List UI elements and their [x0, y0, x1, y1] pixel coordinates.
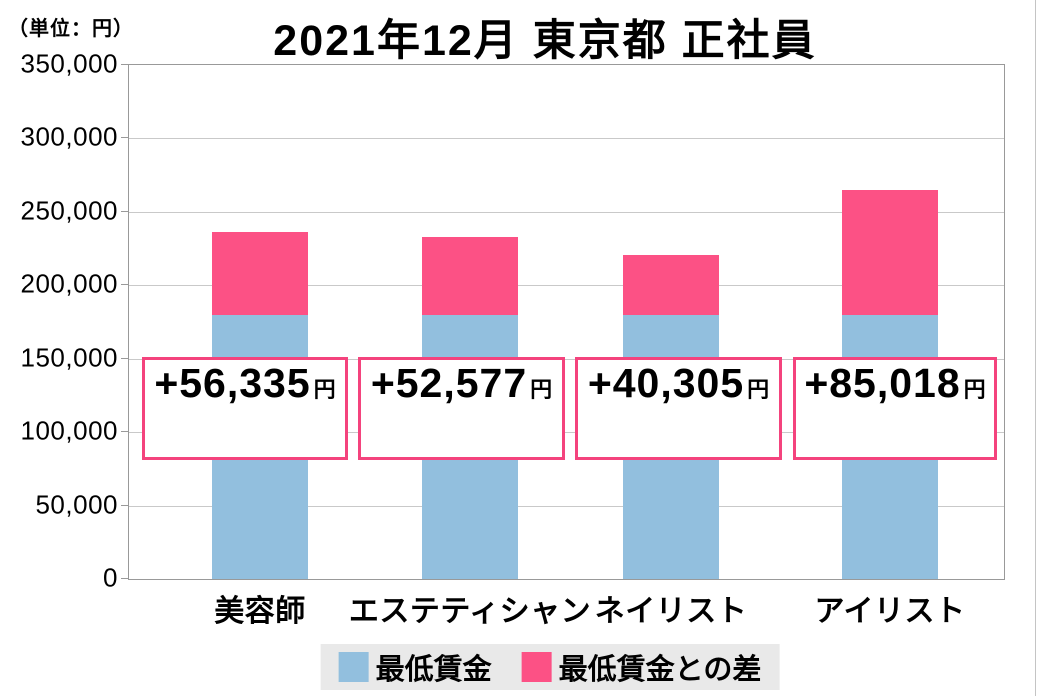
- y-tick-mark: [121, 210, 128, 212]
- legend-item-1: 最低賃金: [338, 646, 492, 688]
- y-tick-mark: [121, 284, 128, 286]
- value-unit: 円: [530, 377, 553, 402]
- value-amount: +52,577: [370, 360, 528, 406]
- unit-label: （単位：円）: [8, 18, 134, 40]
- y-tick-mark: [121, 64, 128, 65]
- chart-title: 2021年12月 東京都 正社員: [273, 17, 817, 65]
- y-tick-mark: [121, 431, 128, 433]
- legend-swatch: [521, 652, 552, 682]
- value-label-box-4: +85,018 円: [793, 357, 997, 460]
- x-axis: 美容師 エステティシャン ネイリスト アイリスト: [128, 586, 1005, 630]
- value-label-box-3: +40,305 円: [575, 357, 782, 460]
- gridline-300000: [129, 138, 1004, 140]
- category-label-3: ネイリスト: [594, 595, 748, 628]
- legend: 最低賃金 最低賃金との差: [320, 644, 780, 690]
- bar-difference-1: [212, 231, 308, 315]
- gridline-150000: [129, 358, 1004, 360]
- value-unit: 円: [313, 377, 336, 402]
- gridline-250000: [129, 211, 1004, 213]
- bar-difference-2: [422, 237, 518, 315]
- value-label-box-2: +52,577 円: [358, 357, 565, 460]
- plot-area: +56,335 円 +52,577 円 +40,305 円 +85,018 円: [128, 64, 1005, 580]
- gridline-200000: [129, 285, 1004, 287]
- y-tick-label: 150,000: [20, 342, 118, 373]
- value-amount: +85,018: [804, 360, 961, 406]
- y-tick-label: 0: [103, 562, 118, 593]
- y-tick-label: 300,000: [20, 121, 118, 152]
- value-unit: 円: [963, 377, 986, 402]
- y-tick-mark: [121, 504, 128, 506]
- category-label-1: 美容師: [214, 595, 306, 628]
- y-tick-label: 200,000: [20, 268, 118, 299]
- category-label-2: エステティシャン: [348, 595, 592, 628]
- y-tick-mark: [121, 137, 128, 139]
- y-tick-label: 350,000: [20, 48, 118, 79]
- y-tick-mark: [121, 357, 128, 359]
- value-amount: +56,335: [154, 360, 311, 406]
- category-label-4: アイリスト: [814, 595, 966, 628]
- y-tick-label: 250,000: [20, 195, 118, 226]
- bar-difference-3: [623, 255, 719, 315]
- legend-label: 最低賃金との差: [558, 654, 762, 686]
- legend-item-2: 最低賃金との差: [521, 646, 762, 688]
- y-axis: 350,000 300,000 250,000 200,000 150,000 100,0…: [0, 49, 128, 593]
- legend-label: 最低賃金: [375, 654, 492, 686]
- value-label-box-1: +56,335 円: [142, 357, 348, 460]
- y-tick-label: 100,000: [20, 415, 118, 446]
- bar-difference-4: [842, 189, 938, 315]
- image-edge-line: [1035, 0, 1036, 696]
- y-tick-mark: [121, 578, 128, 579]
- value-unit: 円: [747, 377, 770, 402]
- y-tick-label: 50,000: [35, 489, 118, 520]
- legend-swatch: [338, 652, 369, 682]
- value-amount: +40,305: [587, 360, 745, 406]
- gridline-100000: [129, 432, 1004, 434]
- gridline-50000: [129, 505, 1004, 507]
